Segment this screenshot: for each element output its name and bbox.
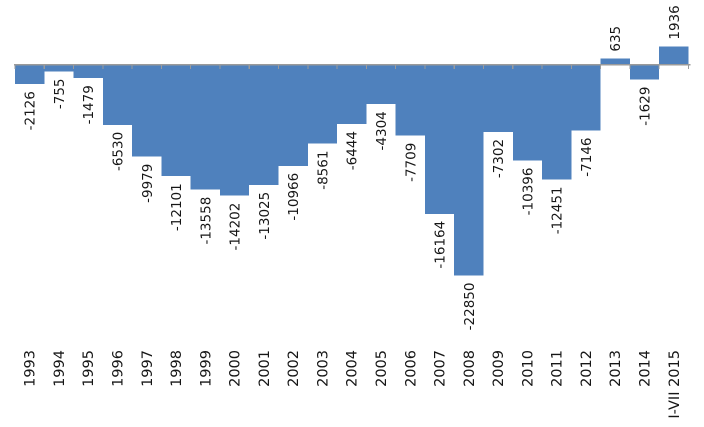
bar <box>542 64 572 180</box>
x-axis-tick-label: 1998 <box>169 350 185 387</box>
bar-value-label: -13025 <box>257 192 273 240</box>
x-axis-tick-label: 2000 <box>228 350 244 387</box>
bar-value-label: -2126 <box>23 91 39 130</box>
bars <box>15 46 689 276</box>
x-axis-tick-label: 2013 <box>608 350 624 387</box>
bar-value-label: -6444 <box>345 131 361 170</box>
bar <box>659 46 689 65</box>
bar-value-label: -8561 <box>315 151 331 190</box>
bar <box>571 64 601 131</box>
bar-value-label: -7709 <box>403 143 419 182</box>
x-axis-tick-label: 2002 <box>286 350 302 387</box>
bar-value-label: -12101 <box>169 183 185 231</box>
bar <box>512 64 543 161</box>
bar-value-label: -13558 <box>198 197 214 245</box>
bar <box>337 64 367 124</box>
x-axis-tick-label: 2004 <box>345 350 361 387</box>
x-axis-tick-label: 2006 <box>403 350 419 387</box>
x-axis-labels: 1993 1994 1995 1996 1997 1998 1999 2000 2001 2002… <box>23 350 683 419</box>
bar-value-label: 1936 <box>667 5 683 39</box>
bar-value-label: 635 <box>608 26 624 52</box>
x-axis-tick-label: 2009 <box>491 350 507 387</box>
bar-value-label: -1479 <box>81 85 97 124</box>
x-axis-tick-label: 2003 <box>315 350 331 387</box>
x-axis-tick-label: 1999 <box>198 350 214 387</box>
bar <box>395 64 425 136</box>
x-axis-tick-label: 2010 <box>520 350 536 387</box>
bar-value-label: -1629 <box>638 87 654 126</box>
bar-value-label: -7302 <box>491 139 507 178</box>
x-axis-tick-label: 2007 <box>433 350 449 387</box>
x-axis-tick-label: 2001 <box>257 350 273 387</box>
bar <box>219 64 250 196</box>
bar <box>132 64 162 157</box>
bar <box>190 64 220 190</box>
x-axis-tick-label: 2014 <box>638 350 654 387</box>
bar <box>161 64 191 177</box>
bar-value-label: -7146 <box>579 137 595 176</box>
bar <box>15 64 45 85</box>
bar <box>278 64 308 166</box>
x-axis-tick-label: 2012 <box>579 350 595 387</box>
x-axis-tick-label: 1994 <box>52 350 68 387</box>
x-axis-tick-label: 1997 <box>140 350 156 387</box>
bar-value-label: -16164 <box>433 221 449 269</box>
x-axis-tick-label: I-VII 2015 <box>667 350 683 419</box>
bar <box>483 64 513 132</box>
x-axis <box>14 63 691 69</box>
bar <box>249 64 279 185</box>
bar <box>102 64 133 125</box>
bar <box>454 64 484 276</box>
x-axis-tick-label: 2005 <box>374 350 390 387</box>
bar <box>73 64 103 79</box>
bar <box>44 64 74 72</box>
bar-value-label: -12451 <box>550 186 566 234</box>
x-axis-tick-label: 2011 <box>550 350 566 387</box>
bar <box>600 58 630 65</box>
bar-value-label: -6530 <box>110 132 126 171</box>
bar <box>424 64 455 214</box>
bar-value-label: -10396 <box>520 168 536 216</box>
bar-value-label: -4304 <box>374 111 390 150</box>
x-axis-tick-label: 2008 <box>462 350 478 387</box>
x-axis-tick-label: 1995 <box>81 350 97 387</box>
bar-value-label: -10966 <box>286 173 302 221</box>
bar-value-label: -22850 <box>462 282 478 330</box>
bar <box>629 64 660 80</box>
bar-value-labels: -2126 -755 -1479 -6530 -9979 -12101 -13558 -142… <box>23 5 683 330</box>
bar-value-label: -9979 <box>140 164 156 203</box>
x-axis-tick-label: 1996 <box>110 350 126 387</box>
bar-value-label: -14202 <box>228 203 244 251</box>
bar <box>307 64 338 144</box>
x-axis-tick-label: 1993 <box>23 350 39 387</box>
bar-value-label: -755 <box>52 78 68 109</box>
bar <box>366 64 396 105</box>
